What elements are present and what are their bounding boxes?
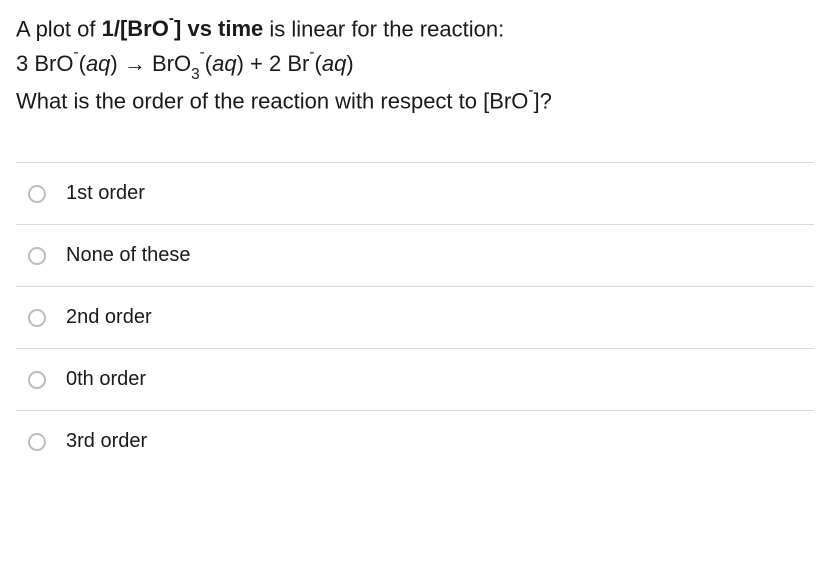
option-label: 1st order	[66, 182, 145, 205]
q-bold-b: ] vs time	[174, 16, 263, 41]
question-wrapper: A plot of 1/[BrO-] vs time is linear for…	[0, 0, 830, 472]
radio-icon[interactable]	[28, 371, 46, 389]
q-line2: 3 BrO-(aq) → BrO3-(aq) + 2 Br-(aq)	[16, 51, 354, 76]
minus-sup: -	[169, 10, 174, 27]
option-row[interactable]: 3rd order	[16, 410, 814, 472]
option-label: 0th order	[66, 368, 146, 391]
minus-sup: -	[528, 82, 533, 99]
radio-icon[interactable]	[28, 185, 46, 203]
options-list: 1st order None of these 2nd order 0th or…	[16, 162, 814, 472]
q-bold: 1/[BrO-] vs time	[102, 16, 264, 41]
radio-icon[interactable]	[28, 433, 46, 451]
radio-icon[interactable]	[28, 247, 46, 265]
question-text: A plot of 1/[BrO-] vs time is linear for…	[16, 12, 814, 118]
option-label: 3rd order	[66, 430, 147, 453]
option-row[interactable]: 2nd order	[16, 286, 814, 348]
q-bold-a: 1/[BrO	[102, 16, 169, 41]
option-label: 2nd order	[66, 306, 152, 329]
radio-icon[interactable]	[28, 309, 46, 327]
q-line3b: ]?	[533, 88, 551, 113]
option-row[interactable]: None of these	[16, 224, 814, 286]
q-line1a: A plot of	[16, 16, 102, 41]
option-label: None of these	[66, 244, 191, 267]
option-row[interactable]: 1st order	[16, 162, 814, 224]
option-row[interactable]: 0th order	[16, 348, 814, 410]
q-line1b: is linear for the reaction:	[263, 16, 504, 41]
q-line3a: What is the order of the reaction with r…	[16, 88, 528, 113]
